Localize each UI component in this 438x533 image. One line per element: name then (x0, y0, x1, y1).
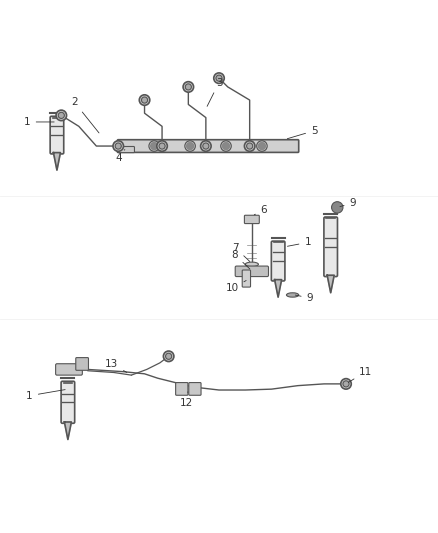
Text: 9: 9 (340, 198, 356, 208)
FancyBboxPatch shape (242, 270, 251, 287)
FancyBboxPatch shape (61, 381, 74, 423)
Circle shape (151, 142, 158, 150)
Circle shape (203, 143, 209, 149)
Circle shape (166, 353, 172, 359)
FancyBboxPatch shape (244, 215, 259, 223)
Ellipse shape (286, 293, 299, 297)
Circle shape (58, 112, 64, 118)
Circle shape (247, 143, 253, 149)
Circle shape (332, 201, 343, 213)
FancyBboxPatch shape (189, 383, 201, 395)
Circle shape (223, 142, 230, 150)
Circle shape (56, 110, 67, 120)
Circle shape (141, 97, 148, 103)
Circle shape (244, 141, 255, 151)
Polygon shape (53, 152, 60, 170)
Circle shape (185, 84, 191, 90)
Circle shape (139, 95, 150, 106)
FancyBboxPatch shape (56, 364, 82, 375)
FancyBboxPatch shape (50, 116, 64, 154)
Circle shape (113, 141, 124, 151)
Text: 9: 9 (295, 293, 313, 303)
Circle shape (159, 143, 165, 149)
Circle shape (187, 142, 194, 150)
Text: 1: 1 (24, 117, 54, 127)
Text: 7: 7 (232, 243, 250, 262)
Circle shape (201, 141, 211, 151)
Circle shape (258, 142, 265, 150)
FancyBboxPatch shape (176, 383, 188, 395)
Circle shape (341, 378, 351, 389)
Text: 1: 1 (26, 390, 65, 401)
Text: 11: 11 (348, 367, 372, 382)
FancyBboxPatch shape (235, 266, 268, 277)
Text: 2: 2 (71, 97, 99, 133)
Circle shape (183, 82, 194, 92)
Circle shape (163, 351, 174, 361)
Text: 4: 4 (115, 150, 125, 163)
Circle shape (343, 381, 349, 387)
Text: 6: 6 (254, 205, 267, 215)
FancyBboxPatch shape (117, 140, 299, 152)
Polygon shape (327, 275, 334, 293)
Circle shape (157, 141, 167, 151)
Text: 3: 3 (207, 77, 223, 107)
FancyBboxPatch shape (117, 147, 134, 152)
Polygon shape (275, 280, 282, 297)
Text: 5: 5 (287, 126, 318, 139)
Text: 13: 13 (105, 359, 127, 373)
Text: 1: 1 (287, 237, 311, 247)
Text: 10: 10 (226, 280, 246, 293)
Circle shape (115, 143, 121, 149)
FancyBboxPatch shape (271, 241, 285, 281)
Circle shape (214, 73, 224, 84)
Text: 8: 8 (231, 249, 250, 269)
Ellipse shape (245, 262, 258, 266)
FancyBboxPatch shape (76, 358, 88, 370)
Polygon shape (64, 422, 71, 440)
Circle shape (216, 75, 222, 81)
FancyBboxPatch shape (324, 217, 338, 277)
Text: 12: 12 (180, 392, 193, 408)
